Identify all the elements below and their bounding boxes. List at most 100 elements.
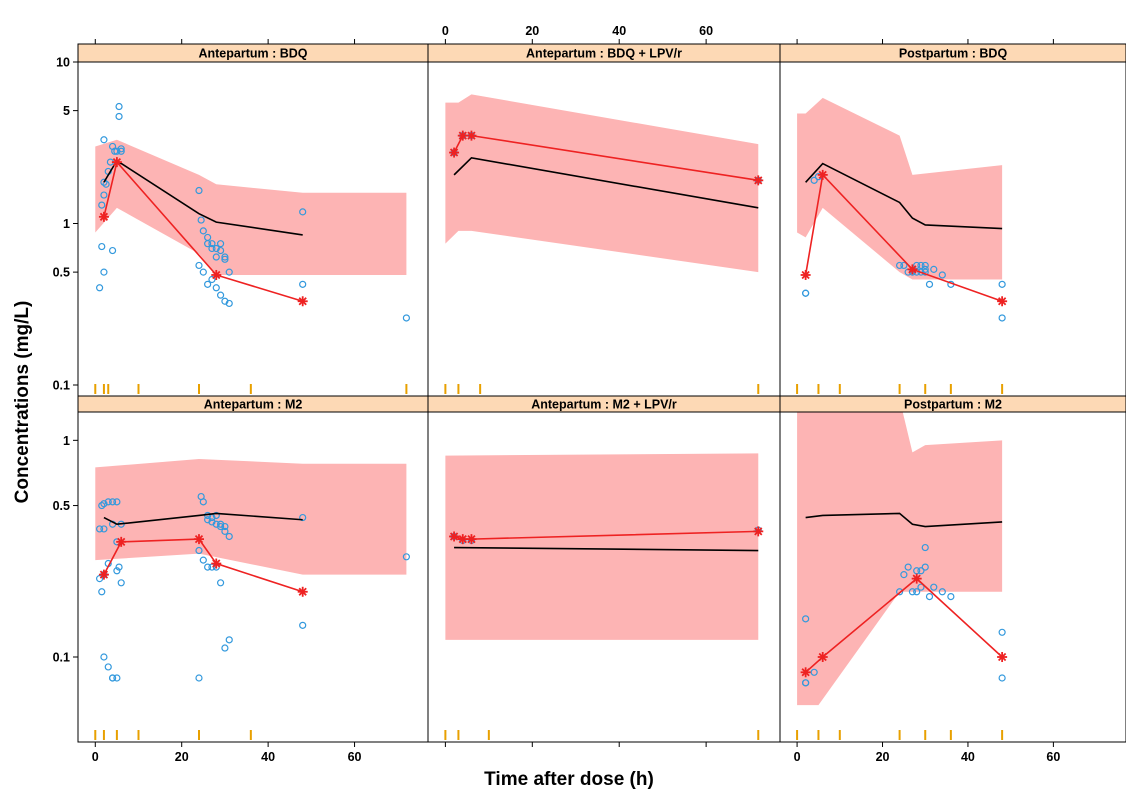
observed-point	[402, 553, 410, 561]
panel-title: Postpartum : M2	[904, 398, 1002, 412]
marker-stroke	[117, 537, 126, 546]
observed-point	[225, 532, 233, 541]
observed-median-marker	[907, 264, 918, 275]
y-tick-label: 1	[63, 217, 70, 231]
observed-point	[199, 227, 207, 235]
marker-stroke	[99, 212, 109, 221]
observed-point	[113, 674, 121, 682]
x-tick-label: 20	[876, 750, 890, 764]
panel-title: Antepartum : BDQ	[198, 47, 307, 61]
observed-point	[212, 253, 220, 261]
predicted-median-line	[454, 546, 759, 552]
panel-4: Antepartum : M2 + LPV/r	[427, 395, 781, 747]
y-tick-label: 1	[63, 434, 70, 448]
observed-point	[96, 575, 104, 583]
observed-point	[216, 579, 225, 587]
x-tick-label: 40	[261, 750, 275, 764]
observed-point	[402, 314, 410, 322]
panel-2: Postpartum : BDQ	[779, 39, 1126, 397]
y-tick-label: 0.1	[53, 379, 70, 393]
observed-median-marker	[753, 175, 764, 186]
x-tick-label-top: 0	[442, 24, 449, 38]
observed-point	[195, 261, 203, 270]
observed-median-marker	[997, 296, 1008, 307]
observed-point	[117, 147, 125, 155]
panel-title: Antepartum : BDQ + LPV/r	[526, 47, 682, 61]
observed-median-marker	[297, 296, 308, 307]
marker-stroke	[912, 574, 921, 583]
observed-median-line	[805, 577, 1003, 673]
observed-point	[199, 498, 207, 506]
observed-median-marker	[466, 534, 477, 545]
observed-median-marker	[449, 147, 460, 158]
observed-point	[100, 525, 108, 533]
observed-median-marker	[111, 157, 122, 168]
observed-point	[216, 246, 225, 255]
observed-point	[108, 246, 117, 255]
observed-median-line	[103, 160, 303, 303]
observed-point	[113, 567, 121, 575]
observed-median-marker	[466, 130, 477, 141]
y-tick-label: 0.5	[53, 499, 70, 513]
panel-title: Postpartum : BDQ	[899, 47, 1008, 61]
observed-point	[998, 314, 1006, 322]
observed-point	[216, 522, 225, 531]
observed-point	[212, 244, 220, 253]
observed-point	[810, 668, 818, 676]
observed-median-marker	[297, 586, 308, 597]
observed-point	[96, 525, 104, 533]
observed-point	[225, 268, 233, 276]
prediction-band	[95, 459, 407, 575]
observed-median-marker	[800, 667, 811, 678]
observed-point	[908, 588, 917, 596]
observed-point	[299, 208, 307, 216]
observed-point	[221, 644, 229, 652]
observed-median-marker	[911, 573, 922, 584]
marker-stroke	[754, 527, 763, 536]
marker-stroke	[908, 265, 917, 274]
observed-point	[98, 588, 106, 596]
observed-point	[104, 663, 112, 671]
marker-stroke	[212, 270, 221, 280]
observed-point	[947, 593, 955, 601]
observed-point	[900, 571, 908, 579]
observed-point	[208, 244, 216, 253]
marker-stroke	[997, 297, 1007, 306]
marker-stroke	[194, 534, 204, 544]
x-tick-label: 20	[175, 750, 189, 764]
panel-plot-area	[796, 97, 1008, 394]
panel-3: Antepartum : M2 1 0.5 0.1 0 20 40 60	[53, 395, 429, 764]
x-tick-label: 60	[1046, 750, 1060, 764]
observed-point	[117, 145, 125, 153]
observed-point	[197, 216, 205, 224]
panel-plot-area	[796, 412, 1008, 740]
marker-stroke	[298, 297, 307, 306]
observed-point	[225, 636, 233, 644]
observed-point	[802, 679, 810, 687]
observed-point	[896, 588, 904, 596]
observed-point	[299, 621, 307, 629]
panel-1: Antepartum : BDQ + LPV/r 0 20 40 60	[427, 24, 781, 397]
observed-point	[917, 261, 925, 270]
panel-plot-area	[94, 459, 410, 740]
observed-point	[299, 280, 307, 288]
marker-stroke	[754, 176, 763, 185]
observed-point	[925, 280, 934, 288]
panel-title: Antepartum : M2	[204, 398, 303, 412]
observed-point	[921, 261, 929, 270]
observed-median-marker	[800, 269, 811, 280]
observed-median-marker	[997, 652, 1008, 662]
observed-median-marker	[98, 569, 109, 580]
observed-point	[221, 253, 229, 261]
observed-point	[208, 240, 216, 248]
observed-point	[204, 233, 212, 242]
observed-point	[100, 191, 108, 199]
observed-median-marker	[116, 536, 127, 547]
observed-point	[117, 579, 125, 587]
observed-point	[212, 511, 220, 520]
observed-point	[212, 284, 220, 292]
observed-point	[938, 588, 946, 596]
marker-stroke	[449, 148, 459, 157]
panel-border	[779, 411, 1126, 743]
